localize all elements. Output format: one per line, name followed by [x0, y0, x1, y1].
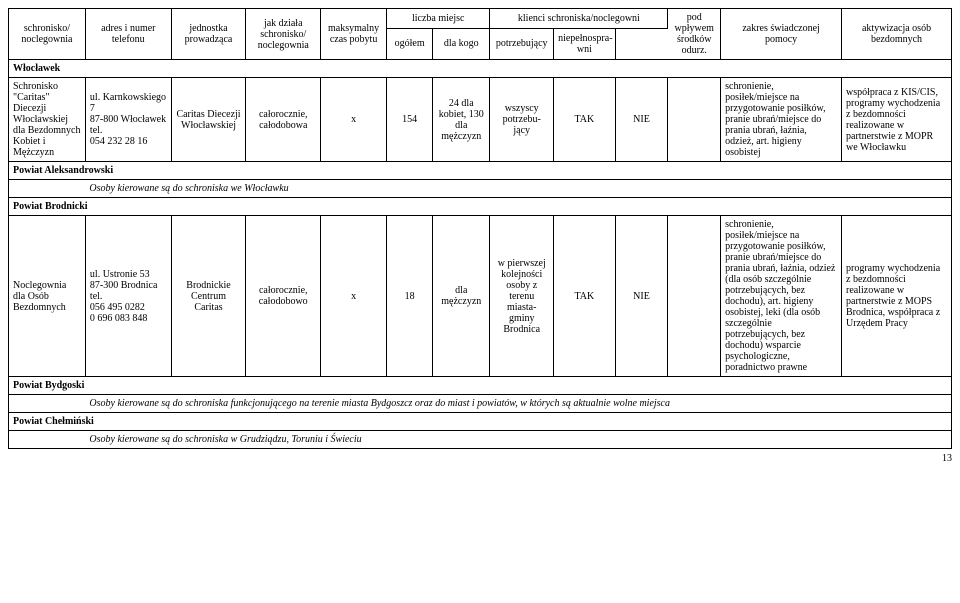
section-wloclawek-label: Włocławek — [9, 60, 952, 78]
row-aleksandrowski-note: Osoby kierowane są do schroniska we Włoc… — [9, 180, 952, 198]
cell-name: Noclegownia dla Osób Bezdomnych — [9, 216, 86, 377]
cell-dziala: całorocznie, całodobowo — [246, 216, 321, 377]
section-brodnicki-label: Powiat Brodnicki — [9, 198, 952, 216]
hdr-dziala: jak działa schronisko/ noclegownia — [246, 9, 321, 60]
cell-ogolem: 18 — [387, 216, 433, 377]
row-caritas-wloclawek: Schronisko "Caritas" Diecezji Włocławski… — [9, 78, 952, 162]
cell-niepelno: TAK — [554, 78, 616, 162]
cell-zakres: schronienie, posiłek/miejsce na przygoto… — [721, 216, 842, 377]
cell-address: ul. Ustronie 53 87-300 Brodnica tel. 056… — [85, 216, 171, 377]
cell-address: ul. Karnkowskiego 7 87-800 Włocławek tel… — [85, 78, 171, 162]
hdr-aktywizacja: aktywizacja osób bezdomnych — [842, 9, 952, 60]
hdr-niepelno: niepełnospra-wni — [554, 28, 616, 59]
cell-ogolem: 154 — [387, 78, 433, 162]
chelminski-note: Osoby kierowane są do schroniska w Grudz… — [85, 431, 951, 449]
hdr-odurz: pod wpływem środków odurz. — [668, 9, 721, 60]
cell-potrzebujacy: wszyscy potrzebu-jący — [490, 78, 554, 162]
cell-zakres: schronienie, posiłek/miejsce na przygoto… — [721, 78, 842, 162]
row-chelminski-note: Osoby kierowane są do schroniska w Grudz… — [9, 431, 952, 449]
header-row-1: schronisko/ noclegownia adres i numer te… — [9, 9, 952, 29]
cell-potrzebujacy: w pierwszej kolejności osoby z terenu mi… — [490, 216, 554, 377]
hdr-klienci: klienci schroniska/noclegowni — [490, 9, 668, 29]
aleksandrowski-note: Osoby kierowane są do schroniska we Włoc… — [85, 180, 951, 198]
cell-dlakogo: 24 dla kobiet, 130 dla mężczyzn — [433, 78, 490, 162]
section-aleksandrowski-label: Powiat Aleksandrowski — [9, 162, 952, 180]
cell-name: Schronisko "Caritas" Diecezji Włocławski… — [9, 78, 86, 162]
hdr-ogolem: ogółem — [387, 28, 433, 59]
cell-aktywizacja: współpraca z KIS/CIS, programy wychodzen… — [842, 78, 952, 162]
cell-dziala: całorocznie, całodobowa — [246, 78, 321, 162]
section-bydgoski-label: Powiat Bydgoski — [9, 377, 952, 395]
hdr-potrzebujacy: potrzebujący — [490, 28, 554, 59]
page-number: 13 — [8, 453, 952, 464]
section-brodnicki: Powiat Brodnicki — [9, 198, 952, 216]
cell-odurz: NIE — [615, 78, 668, 162]
cell-jednostka: Brodnickie Centrum Caritas — [171, 216, 246, 377]
cell-czas: x — [321, 216, 387, 377]
section-wloclawek: Włocławek — [9, 60, 952, 78]
hdr-adres: adres i numer telefonu — [85, 9, 171, 60]
cell-aktywizacja: programy wychodzenia z bezdomności reali… — [842, 216, 952, 377]
hdr-czas: maksymalny czas pobytu — [321, 9, 387, 60]
row-bydgoski-note: Osoby kierowane są do schroniska funkcjo… — [9, 395, 952, 413]
cell-czas: x — [321, 78, 387, 162]
cell-dlakogo: dla mężczyzn — [433, 216, 490, 377]
cell-niepelno: TAK — [554, 216, 616, 377]
section-chelminski: Powiat Chełmiński — [9, 413, 952, 431]
shelters-table: schronisko/ noclegownia adres i numer te… — [8, 8, 952, 449]
bydgoski-note: Osoby kierowane są do schroniska funkcjo… — [85, 395, 951, 413]
row-brodnica: Noclegownia dla Osób Bezdomnych ul. Ustr… — [9, 216, 952, 377]
cell-jednostka: Caritas Diecezji Włocławskiej — [171, 78, 246, 162]
hdr-schronisko: schronisko/ noclegownia — [9, 9, 86, 60]
section-aleksandrowski: Powiat Aleksandrowski — [9, 162, 952, 180]
hdr-zakres: zakres świadczonej pomocy — [721, 9, 842, 60]
hdr-liczba-miejsc: liczba miejsc — [387, 9, 490, 29]
cell-odurz: NIE — [615, 216, 668, 377]
section-bydgoski: Powiat Bydgoski — [9, 377, 952, 395]
hdr-jednostka: jednostka prowadząca — [171, 9, 246, 60]
section-chelminski-label: Powiat Chełmiński — [9, 413, 952, 431]
hdr-dlakogo: dla kogo — [433, 28, 490, 59]
